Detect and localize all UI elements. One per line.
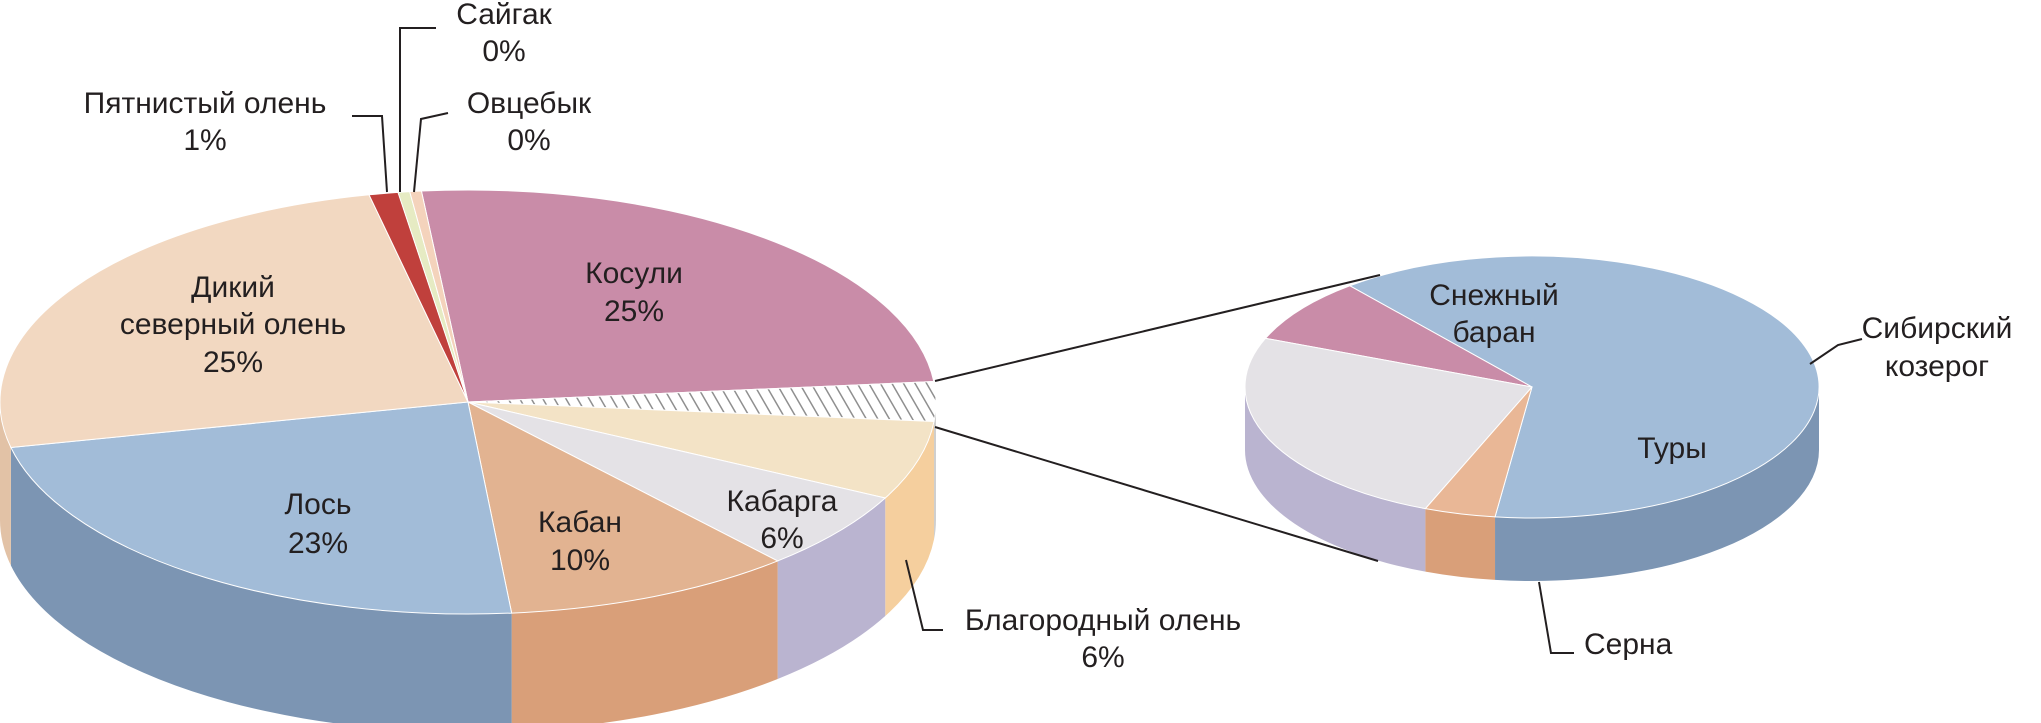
- main-slice-kosuli: [420, 189, 935, 403]
- main-side-los: [10, 447, 512, 723]
- label-baran-line2: баран: [1452, 316, 1535, 349]
- connector-line-top: [934, 274, 1381, 382]
- main-slice-kabarga: [467, 401, 887, 562]
- leader-blagorodny: [905, 559, 943, 631]
- label-pyatnisty-pct: 1%: [183, 124, 226, 157]
- secondary-side-snezhnyy-baran: [1495, 387, 1819, 581]
- main-side-dikiy-severnyy-olen: [0, 402, 11, 566]
- main-side-blagorodnyy-olen: [885, 421, 935, 617]
- label-kabarga-pct: 6%: [760, 522, 803, 555]
- main-pie-sides: [0, 402, 936, 723]
- connector-line-bottom: [934, 426, 1379, 562]
- label-blagorodny-pct: 6%: [1081, 641, 1124, 674]
- main-slice-dikiy-severnyy-olen: [0, 194, 469, 449]
- label-dikiy-pct: 25%: [203, 346, 263, 379]
- main-slice-los: [10, 401, 513, 615]
- leader-pyatnisty: [352, 115, 388, 193]
- label-kabarga: Кабарга: [727, 485, 838, 518]
- label-saygak-pct: 0%: [482, 35, 525, 68]
- label-los-pct: 23%: [288, 527, 348, 560]
- label-los: Лось: [284, 488, 351, 521]
- leader-saygak: [399, 27, 436, 192]
- main-slice-ovcebyk: [409, 190, 469, 403]
- secondary-slice-tury: [1244, 337, 1533, 510]
- secondary-side-tury: [1245, 387, 1426, 572]
- main-slice-blagorodnyy-olen: [467, 401, 935, 499]
- secondary-pie-tops: [1244, 255, 1820, 519]
- secondary-slice-sibirskiy-kozerog: [1264, 285, 1533, 388]
- label-serna: Серна: [1584, 628, 1673, 661]
- main-side-kabarga: [777, 498, 886, 679]
- main-side-prochie: [934, 402, 936, 540]
- label-saygak: Сайгак: [456, 0, 552, 31]
- leader-kozerog: [1809, 338, 1863, 365]
- label-dikiy-line1: Дикий: [191, 271, 275, 304]
- label-dikiy-line2: северный олень: [120, 308, 346, 341]
- secondary-side-serna: [1425, 508, 1496, 580]
- label-baran-line1: Снежный: [1429, 279, 1559, 312]
- leader-ovcebyk: [413, 112, 449, 193]
- label-pyatnisty: Пятнистый олень: [84, 87, 327, 120]
- secondary-pie-sides: [1245, 387, 1819, 581]
- leader-serna: [1538, 581, 1574, 654]
- label-tury: Туры: [1637, 432, 1707, 465]
- label-kaban-pct: 10%: [550, 544, 610, 577]
- label-ovcebyk-pct: 0%: [507, 124, 550, 157]
- label-kozerog-line1: Сибирский: [1862, 312, 2013, 345]
- main-pie-tops: [0, 189, 937, 615]
- label-kosuli: Косули: [585, 257, 683, 290]
- label-kosuli-pct: 25%: [604, 295, 664, 328]
- secondary-slice-serna: [1424, 386, 1533, 518]
- label-ovcebyk: Овцебык: [467, 87, 592, 120]
- main-side-kaban: [511, 560, 778, 723]
- label-kaban: Кабан: [538, 506, 622, 539]
- label-kozerog-line2: козерог: [1885, 350, 1989, 383]
- main-slice-kaban: [467, 401, 779, 614]
- secondary-slice-snezhnyy-baran: [1348, 255, 1820, 519]
- label-blagorodny: Благородный олень: [965, 604, 1241, 637]
